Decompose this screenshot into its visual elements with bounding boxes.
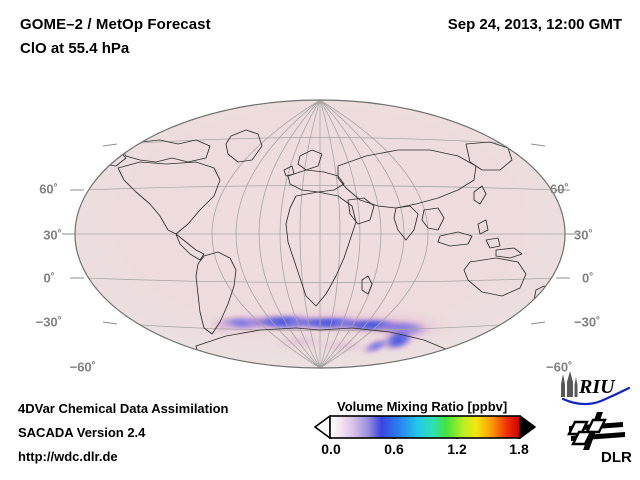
colorbar-tick-0: 0.0 xyxy=(321,441,341,457)
lat-tick-marks xyxy=(62,143,578,325)
colorbar-tick-3: 1.8 xyxy=(509,441,529,457)
lat-label-left-minus60: −60˚ xyxy=(69,359,96,375)
lat-label-left-30: 30˚ xyxy=(43,227,62,243)
lat-label-right-minus30: −30˚ xyxy=(574,314,601,330)
colorbar xyxy=(312,415,538,443)
colorbar-tick-1: 0.6 xyxy=(384,441,404,457)
colorbar-extend-max-arrow xyxy=(519,415,536,439)
graticule-meridians xyxy=(211,100,429,368)
colorbar-tick-2: 1.2 xyxy=(447,441,467,457)
footer-line-method: 4DVar Chemical Data Assimilation xyxy=(18,401,229,416)
page-subtitle: ClO at 55.4 hPa xyxy=(20,40,130,57)
map-panel: 60˚ 30˚ 0˚ −30˚ −60˚ 60˚ 30˚ 0˚ −30˚ −60… xyxy=(0,84,640,384)
lat-label-left-minus30: −30˚ xyxy=(35,314,62,330)
world-map xyxy=(62,99,578,369)
dlr-emblem-icon xyxy=(567,412,625,450)
colorbar-extend-min-arrow xyxy=(314,415,331,439)
dlr-logo-svg: DLR xyxy=(567,412,632,466)
colorbar-title: Volume Mixing Ratio [ppbv] xyxy=(337,399,508,414)
riu-swoosh-icon xyxy=(561,386,631,406)
cathedral-spires-icon xyxy=(561,371,578,397)
lat-label-left-60: 60˚ xyxy=(39,181,58,197)
footer-line-url[interactable]: http://wdc.dlr.de xyxy=(18,449,118,464)
footer-line-version: SACADA Version 2.4 xyxy=(18,425,146,440)
riu-logo-text: RIU xyxy=(578,376,616,398)
timestamp-label: Sep 24, 2013, 12:00 GMT xyxy=(447,16,622,33)
colorbar-gradient xyxy=(329,415,521,439)
riu-logo: RIU xyxy=(557,371,637,409)
lat-label-right-minus60: −60˚ xyxy=(546,359,573,375)
lat-label-left-0: 0˚ xyxy=(43,270,55,286)
riu-logo-svg: RIU xyxy=(561,371,631,406)
colorbar-svg xyxy=(314,415,536,443)
lat-label-right-30: 30˚ xyxy=(574,227,593,243)
lat-label-right-60: 60˚ xyxy=(550,181,569,197)
dlr-logo: DLR xyxy=(567,412,637,468)
page-title: GOME–2 / MetOp Forecast xyxy=(20,16,211,33)
colorbar-tick-labels: 0.0 0.6 1.2 1.8 xyxy=(312,441,538,461)
lat-label-right-0: 0˚ xyxy=(582,270,594,286)
dlr-logo-text: DLR xyxy=(601,449,632,466)
